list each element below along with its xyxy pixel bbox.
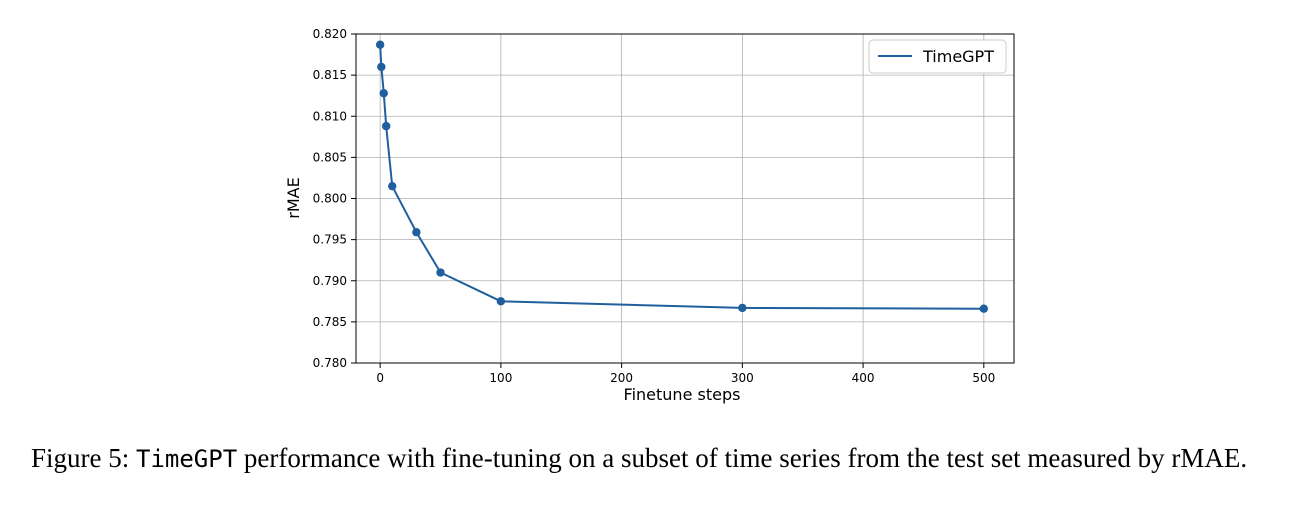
data-point [412, 228, 421, 237]
grid-lines [356, 33, 1014, 364]
caption-model-name: TimeGPT [136, 445, 238, 473]
y-tick-label: 0.780 [313, 356, 347, 370]
y-tick-label: 0.795 [313, 233, 347, 247]
x-tick-label: 400 [852, 371, 875, 385]
caption-prefix: Figure 5: [31, 443, 136, 473]
series-layer [375, 40, 989, 313]
data-point [738, 303, 747, 313]
y-tick-label: 0.805 [313, 150, 347, 164]
legend-box [868, 39, 1007, 74]
data-point [979, 304, 989, 313]
y-axis-label: rMAE [284, 177, 303, 218]
figure-caption: Figure 5: TimeGPT performance with fine-… [31, 442, 1281, 476]
data-point [381, 121, 391, 131]
x-tick-label: 100 [489, 371, 512, 385]
x-tick-label: 200 [610, 371, 633, 385]
data-point [377, 62, 386, 72]
y-tick-label: 0.810 [313, 109, 347, 123]
legend: TimeGPT [868, 39, 1007, 74]
data-point [436, 268, 445, 277]
axis-ticks: 0 100 200 300 400 500 0.780 0.785 0.790 0.795 0.80… [313, 27, 996, 385]
y-tick-label: 0.790 [313, 274, 347, 288]
x-axis-label: Finetune steps [624, 385, 741, 404]
legend-label: TimeGPT [922, 47, 994, 66]
x-tick-label: 500 [972, 371, 995, 385]
y-tick-label: 0.785 [313, 315, 347, 329]
data-point [379, 89, 388, 98]
y-tick-label: 0.815 [313, 68, 347, 82]
data-point [496, 297, 506, 306]
x-tick-label: 300 [731, 371, 754, 385]
data-point [375, 40, 385, 49]
x-tick-label: 0 [376, 371, 384, 385]
caption-text: performance with fine-tuning on a subset… [237, 443, 1248, 473]
y-tick-label: 0.820 [313, 27, 347, 41]
series-line [379, 44, 984, 310]
line-chart: 0 100 200 300 400 500 0.780 0.785 0.790 0.795 0.80… [284, 27, 1015, 404]
y-tick-label: 0.800 [313, 192, 347, 206]
data-point [388, 181, 397, 191]
